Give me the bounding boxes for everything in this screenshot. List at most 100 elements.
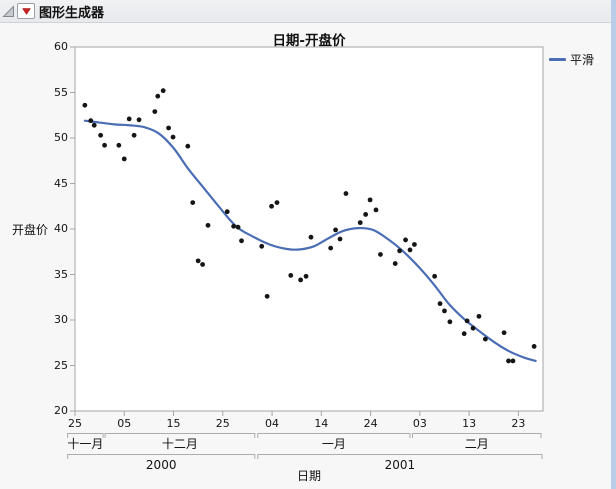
data-point[interactable] (432, 273, 438, 279)
data-point[interactable] (200, 262, 205, 267)
outline-title: 图形生成器 (39, 5, 105, 21)
data-point[interactable] (447, 319, 453, 325)
plot-frame (74, 46, 544, 412)
data-point[interactable] (343, 191, 349, 196)
data-point[interactable] (337, 236, 343, 242)
data-point[interactable] (303, 273, 309, 279)
data-point[interactable] (482, 336, 488, 342)
data-point[interactable] (152, 109, 158, 115)
data-point[interactable] (264, 293, 270, 299)
data-point[interactable] (274, 200, 280, 206)
year-group-bracket (67, 454, 256, 459)
data-point[interactable] (235, 224, 241, 230)
data-point[interactable] (328, 245, 334, 251)
legend-line-swatch (549, 58, 566, 61)
window-right-border (611, 0, 616, 489)
x-tick-label: 03 (412, 417, 427, 430)
data-point[interactable] (185, 143, 191, 149)
data-point[interactable] (333, 227, 339, 233)
x-tick-label: 25 (68, 417, 82, 430)
data-point[interactable] (363, 212, 369, 217)
x-tick-label: 15 (166, 417, 181, 430)
data-point[interactable] (205, 222, 211, 228)
x-tick-label: 14 (314, 417, 329, 430)
data-point[interactable] (412, 242, 417, 247)
data-point[interactable] (136, 117, 142, 123)
y-tick-label: 55 (54, 85, 68, 99)
data-point[interactable] (392, 261, 398, 266)
data-point[interactable] (91, 122, 97, 128)
outline-header: 图形生成器 (0, 0, 611, 23)
x-tick-label: 05 (117, 417, 132, 430)
data-point[interactable] (195, 258, 201, 264)
data-point[interactable] (166, 125, 172, 131)
data-point[interactable] (357, 220, 363, 226)
y-tick-label: 30 (54, 313, 68, 326)
data-point[interactable] (88, 118, 94, 124)
y-tick-label: 45 (54, 176, 68, 190)
data-point[interactable] (437, 301, 443, 307)
data-point[interactable] (231, 223, 237, 229)
data-point[interactable] (190, 200, 196, 206)
data-point[interactable] (269, 203, 274, 209)
data-point[interactable] (461, 331, 467, 337)
x-tick-label: 24 (363, 417, 378, 430)
red-triangle-icon (21, 7, 31, 15)
data-point[interactable] (510, 358, 516, 364)
x-axis-title[interactable]: 日期 (296, 469, 321, 483)
data-point[interactable] (121, 156, 127, 162)
data-point[interactable] (131, 132, 137, 138)
y-tick-label: 60 (54, 40, 68, 53)
data-point[interactable] (298, 277, 304, 283)
data-point[interactable] (116, 142, 122, 148)
data-point[interactable] (378, 252, 383, 257)
data-point[interactable] (501, 330, 507, 336)
year-group-bracket (257, 454, 543, 459)
data-point[interactable] (102, 142, 107, 148)
month-group-bracket (104, 433, 256, 438)
legend: 平滑 (549, 51, 594, 68)
x-tick-label: 23 (511, 417, 526, 430)
data-point[interactable] (442, 308, 447, 314)
y-tick-label: 40 (54, 222, 68, 235)
data-point[interactable] (155, 93, 161, 99)
data-point[interactable] (373, 207, 379, 213)
data-point[interactable] (239, 238, 244, 244)
chart-title: 日期-开盘价 (272, 33, 346, 49)
data-point[interactable] (82, 102, 88, 108)
data-point[interactable] (170, 134, 176, 140)
month-group-label: 十一月 (67, 437, 104, 451)
data-point[interactable] (259, 243, 265, 249)
data-point[interactable] (367, 197, 373, 203)
month-group-bracket (411, 433, 542, 438)
month-group-label: 一月 (321, 437, 346, 451)
data-point[interactable] (160, 88, 166, 94)
smooth-curve[interactable] (83, 119, 537, 363)
data-point[interactable] (397, 248, 403, 254)
data-point[interactable] (308, 234, 314, 240)
y-tick-label: 20 (54, 404, 68, 417)
data-point[interactable] (470, 325, 476, 331)
data-point[interactable] (98, 132, 104, 138)
x-tick-label: 13 (462, 417, 477, 430)
red-triangle-menu-button[interactable] (17, 3, 35, 19)
legend-label[interactable]: 平滑 (570, 53, 595, 67)
y-axis-title[interactable]: 开盘价 (12, 223, 49, 237)
data-point[interactable] (224, 209, 230, 215)
month-group-bracket (257, 433, 411, 438)
data-point[interactable] (506, 358, 511, 364)
data-point[interactable] (407, 247, 413, 253)
year-group-label: 2000 (145, 457, 177, 472)
data-point[interactable] (403, 237, 408, 243)
data-point[interactable] (464, 318, 470, 324)
y-tick-label: 50 (54, 131, 68, 144)
data-point[interactable] (126, 116, 132, 122)
collapse-triangle-icon[interactable] (2, 4, 15, 18)
data-point[interactable] (531, 343, 537, 349)
x-tick-label: 04 (265, 417, 280, 430)
data-point[interactable] (476, 313, 482, 319)
y-tick-label: 35 (54, 267, 68, 281)
data-point[interactable] (288, 273, 294, 278)
